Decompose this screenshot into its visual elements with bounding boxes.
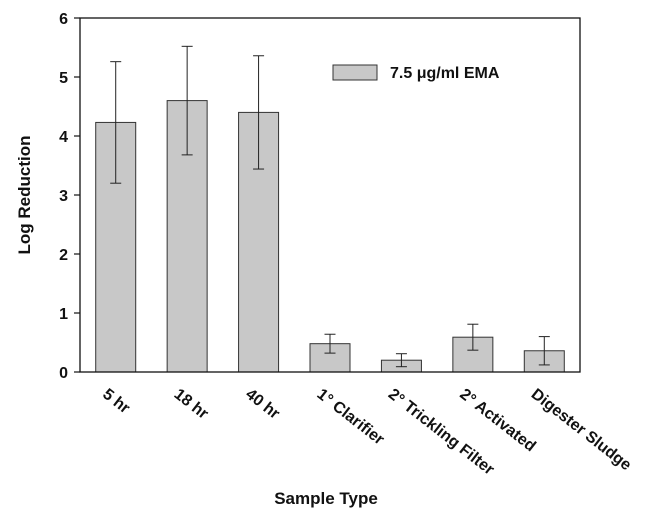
error-bar xyxy=(181,45,193,156)
legend-swatch xyxy=(332,64,378,81)
y-tick-label: 4 xyxy=(59,129,68,146)
x-tick-label: 40 hr xyxy=(242,386,283,423)
error-bars xyxy=(110,45,550,368)
legend: 7.5 μg/ml EMA xyxy=(332,64,500,82)
error-bar xyxy=(324,333,336,354)
y-tick-label: 5 xyxy=(59,70,68,87)
legend-label: 7.5 μg/ml EMA xyxy=(390,65,500,82)
plot-area-frame xyxy=(79,17,581,373)
x-tick-label: 18 hr xyxy=(171,386,212,423)
y-tick-label: 3 xyxy=(59,188,68,205)
bars xyxy=(95,100,565,373)
y-tick-label: 6 xyxy=(59,11,68,28)
x-tick-label: Digester Sludge xyxy=(528,386,635,474)
y-tick-label: 2 xyxy=(59,247,68,264)
x-tick-label: 1° Clarifier xyxy=(314,386,388,449)
x-tick-label: 5 hr xyxy=(99,386,133,417)
error-bar xyxy=(538,336,550,366)
x-axis-title: Sample Type xyxy=(274,489,378,508)
y-axis: 0 1 2 3 4 5 6 xyxy=(59,11,80,382)
y-axis-title: Log Reduction xyxy=(15,136,34,255)
error-bar xyxy=(253,55,265,170)
error-bar xyxy=(110,61,122,184)
y-tick-label: 0 xyxy=(59,365,68,382)
error-bar xyxy=(395,353,407,368)
y-tick-label: 1 xyxy=(59,306,68,323)
error-bar xyxy=(467,323,479,351)
